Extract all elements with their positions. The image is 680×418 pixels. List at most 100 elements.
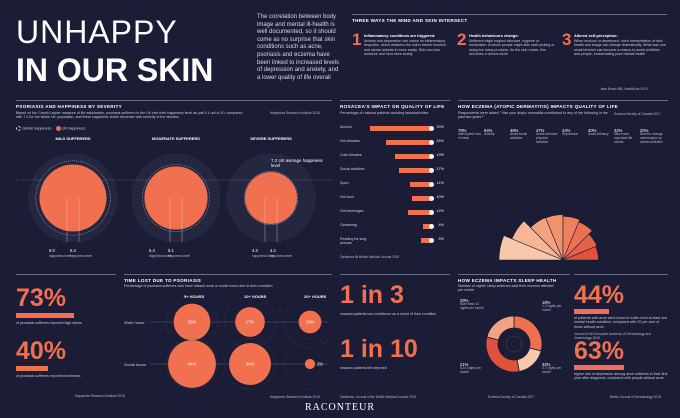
stat-loneliness-text: of psoriasis sufferers reported loneline… (16, 374, 81, 378)
tl-bubble-label: 26% (188, 320, 197, 325)
one-in-source: Galderma, Journal of the British Medical… (340, 395, 417, 399)
eq-item-label: Anxiety (484, 132, 495, 136)
rosacea-row-label: Hot climates (340, 139, 360, 143)
eq-item: 30% Need to change careers/give up certai… (640, 128, 664, 145)
eczema-quality-chart (498, 214, 599, 261)
psoriasis-labels: MILD SUFFERERS MODERATE SUFFERERS SEVERE… (16, 136, 332, 266)
psoriasis-heading: PSORIASIS AND HAPPINESS BY SEVERITY (16, 100, 332, 109)
rosacea-face-icon (429, 210, 434, 215)
rosacea-row: Social activities 17% (340, 166, 444, 176)
eq-fan-segment (511, 220, 564, 261)
eq-item-label: Interrupted/ loss of sleep (458, 132, 481, 140)
seg-8-14-pct: 21% (460, 362, 469, 367)
rosacea-pct: 10% (436, 195, 444, 199)
eczema-quality-source: Eczema Society of Canada 2017 (614, 112, 661, 116)
eq-fan-segment (562, 246, 599, 261)
acne-depression-value: 63% (574, 337, 625, 365)
eq-fan-segment (545, 214, 564, 261)
eq-item: 32% Miss work/ important life events (614, 128, 638, 145)
group-severe-label: SEVERE SUFFERERS (250, 136, 292, 141)
time-lost-chart: 5+ HOURS 10+ HOURS 20+ HOURS Work hours … (124, 294, 332, 394)
moderate-global-caption: happiness level (149, 254, 171, 258)
tl-bubble (298, 310, 322, 334)
eczema-sleep-desc: Number of nights' sleep sufferers said t… (458, 284, 554, 293)
acne-mental-source: Journal of the European Academy of Derma… (574, 332, 651, 340)
rosacea-pct: 12% (436, 209, 444, 213)
acne-mental-value: 44% (574, 281, 625, 309)
rosacea-pct: 19% (436, 153, 444, 157)
rosacea-row: Hot climates 24% (340, 138, 444, 148)
es-moon-icon (505, 335, 523, 353)
psoriasis-legend: Global happiness UK happiness (16, 126, 85, 131)
eq-item: 64% Anxiety (484, 128, 508, 137)
stat-loneliness-bar (16, 366, 48, 371)
seg-more14-label: More than 14 nights per month (460, 302, 484, 310)
title-line-2: IN OUR SKIN (16, 52, 214, 88)
tl-ring (224, 338, 276, 390)
rosacea-bar (399, 168, 430, 173)
eq-fan-segment (562, 216, 581, 261)
group-moderate-label: MODERATE SUFFERERS (152, 136, 200, 141)
acne-depression-text: higher risk of depression among acne suf… (574, 372, 668, 381)
eq-item: 47% Avoid exercise/ physical activities (536, 128, 560, 145)
rosacea-pct: 5% (438, 237, 445, 241)
rosacea-row-label: Cold climates (340, 153, 362, 157)
psoriasis-chart (16, 153, 332, 243)
rosacea-face-icon (429, 182, 434, 187)
eq-item: 79% Interrupted/ loss of sleep (458, 128, 482, 141)
eq-item-label: Avoid exercise/ physical activities (536, 132, 558, 144)
intro-text: The correlation between body image and m… (257, 14, 340, 81)
group-mild-label: MILD SUFFERERS (55, 136, 91, 141)
stat-stress: 73% of psoriasis sufferers reported high… (16, 285, 116, 325)
rosacea-row-label: Hot food (340, 195, 354, 199)
rosacea-row-label: Reading for long periods (340, 237, 367, 245)
brand-logo: RACONTEUR (304, 402, 376, 413)
item-number: 2 (457, 30, 467, 49)
item-title: Health behaviours change: (469, 33, 519, 38)
eq-item-label: Need to change careers/give up certain a… (640, 132, 663, 144)
eq-item-label: Avoid social activities (510, 132, 527, 140)
seg-1-2-pct: 18% (542, 300, 551, 305)
rosacea-row: Gardening 4% (340, 222, 444, 232)
rosacea-bar (408, 210, 430, 215)
one-in-rule (340, 274, 450, 278)
eq-item: 48% Avoid social activities (510, 128, 534, 141)
eq-item-pct: 32% (614, 128, 623, 133)
eczema-sleep-labels: 29% More than 14 nights per month 18% 1-2 … (458, 296, 570, 396)
tl-bubble (168, 340, 216, 388)
rosacea-heading: ROSACEA'S IMPACT ON QUALITY OF LIFE (340, 100, 450, 109)
eq-item-label: Depression (562, 132, 579, 136)
item-text: Sufferers might neglect skincare, hygien… (469, 39, 555, 57)
col-5-hours: 5+ HOURS (184, 294, 205, 299)
col-10-hours: 10+ HOURS (244, 294, 267, 299)
tl-bubble (173, 303, 211, 341)
eq-item-label: Avoid intimacy (588, 132, 609, 136)
rosacea-bar (420, 238, 430, 243)
moderate-uk-caption: happiness level (168, 254, 190, 258)
rosacea-row-label: Sport (340, 181, 349, 185)
seg-3-7-pct: 32% (542, 362, 551, 367)
time-lost-desc: Percentage of psoriasis sufferers who ha… (124, 284, 273, 288)
severe-uk-value: 4.2 (270, 248, 276, 253)
es-donut-segment (486, 315, 515, 341)
eq-fan-segment (562, 233, 598, 261)
rosacea-row-label: Alcohol (340, 125, 352, 129)
mind-skin-source: Jane Brown MB, HealthLine 2019 (600, 87, 648, 91)
time-lost-heading: TIME LOST DUE TO PSORIASIS (124, 274, 332, 283)
tl-bubble-label: 44% (188, 362, 197, 367)
stat-acne-depression: 63% higher risk of depression among acne… (574, 337, 668, 380)
ps-uk-circle (144, 166, 208, 230)
eczema-sleep-source: Eczema Society of Canada 2017 (488, 395, 535, 399)
rosacea-face-icon (429, 140, 434, 145)
moderate-global-value: 5.4 (149, 248, 155, 253)
severe-global-value: 4.3 (252, 248, 258, 253)
seg-3-7-label: 3-7 nights per month (542, 366, 562, 374)
legend-uk-marker (55, 126, 61, 131)
rosacea-face-icon (429, 238, 434, 243)
rosacea-face-icon (429, 126, 434, 131)
rosacea-bar (411, 196, 430, 201)
ps-uk-circle (244, 171, 298, 225)
eczema-sleep-heading: HOW ECZEMA IMPACTS SLEEP HEALTH (458, 274, 570, 283)
stat-acne-mental: 44% of patients with acne were found to … (574, 281, 668, 340)
eq-item-pct: 47% (536, 128, 545, 133)
